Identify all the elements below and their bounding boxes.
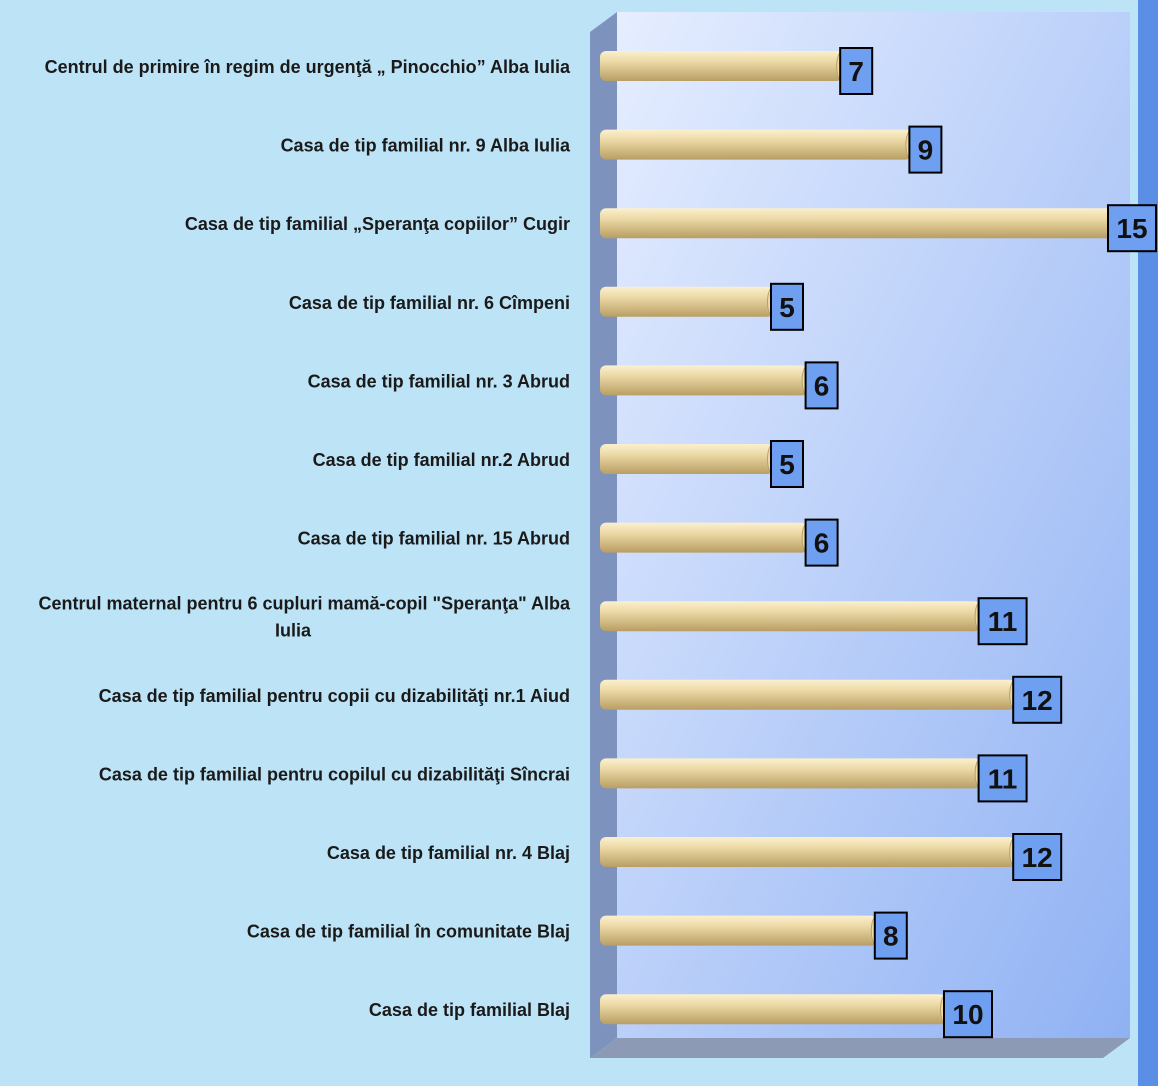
- category-label: Casa de tip familial nr. 6 Cîmpeni: [289, 293, 570, 313]
- category-label: Casa de tip familial nr. 4 Blaj: [327, 843, 570, 863]
- value-label-box: [943, 990, 993, 1039]
- category-label: Casa de tip familial în comunitate Blaj: [247, 922, 570, 942]
- value-label: 10: [952, 999, 983, 1030]
- bar: [600, 444, 773, 474]
- category-label: Iulia: [275, 621, 312, 641]
- floor: [590, 1038, 1130, 1058]
- value-label: 6: [814, 528, 830, 559]
- category-label: Centrul maternal pentru 6 cupluri mamă-c…: [38, 594, 570, 614]
- value-label-box: [804, 361, 839, 410]
- category-label: Casa de tip familial pentru copii cu diz…: [99, 686, 570, 706]
- value-label: 11: [988, 606, 1018, 637]
- category-label: Centrul de primire în regim de urgenţă „…: [45, 57, 571, 77]
- category-label: Casa de tip familial nr. 3 Abrud: [308, 371, 570, 391]
- value-label-box: [770, 440, 804, 488]
- bar: [600, 679, 1016, 710]
- bar: [600, 837, 1016, 867]
- value-label-box: [873, 911, 908, 960]
- category-label: Casa de tip familial Blaj: [369, 1000, 570, 1020]
- bar: [600, 601, 981, 632]
- category-label: Casa de tip familial nr.2 Abrud: [313, 450, 570, 470]
- value-label: 15: [1116, 213, 1147, 244]
- right-edge-strip: [1138, 0, 1158, 1086]
- value-label: 7: [848, 56, 864, 87]
- category-label: Casa de tip familial nr. 15 Abrud: [298, 529, 570, 549]
- value-label-box: [977, 597, 1028, 646]
- bar: [600, 365, 808, 396]
- value-label: 5: [779, 292, 795, 323]
- bar: [600, 208, 1119, 239]
- value-label: 12: [1022, 685, 1053, 716]
- value-label: 12: [1022, 842, 1053, 873]
- bar: [600, 758, 981, 789]
- value-label-box: [804, 518, 839, 567]
- bar: [600, 994, 946, 1025]
- value-labels: 7 9 15 5 6 5 6 11 12 11 12 8 10: [770, 47, 1157, 1039]
- value-label: 5: [779, 449, 795, 480]
- category-label: Casa de tip familial nr. 9 Alba Iulia: [281, 136, 571, 156]
- value-label-box: [839, 47, 874, 95]
- value-label: 11: [988, 763, 1018, 794]
- value-label: 6: [814, 370, 830, 401]
- category-labels: Centrul de primire în regim de urgenţă „…: [38, 57, 571, 1020]
- value-label-box: [1012, 833, 1063, 881]
- bar: [600, 286, 773, 317]
- bar: [600, 915, 877, 946]
- value-label: 8: [883, 921, 899, 952]
- category-label: Casa de tip familial pentru copilul cu d…: [99, 764, 570, 784]
- bar: [600, 129, 912, 160]
- bar: [600, 51, 843, 81]
- value-label: 9: [918, 135, 934, 166]
- category-label: Casa de tip familial „Speranţa copiilor”…: [185, 214, 570, 234]
- bar: [600, 522, 808, 553]
- value-label-box: [977, 754, 1028, 803]
- value-label-box: [1107, 204, 1157, 253]
- value-label-box: [908, 125, 943, 174]
- value-label-box: [770, 282, 804, 331]
- value-label-box: [1012, 675, 1063, 724]
